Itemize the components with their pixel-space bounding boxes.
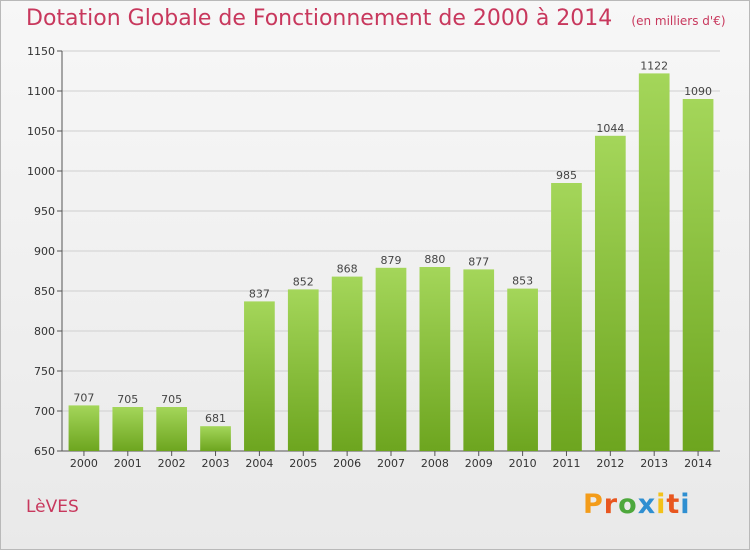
brand-letter: P (583, 489, 604, 520)
bar-2000 (68, 405, 100, 451)
y-tick-label: 1100 (27, 85, 55, 98)
data-label: 853 (512, 275, 533, 288)
data-label: 877 (468, 255, 489, 268)
x-tick-label: 2014 (684, 457, 712, 470)
brand-letter: i (656, 489, 667, 520)
data-label: 705 (117, 393, 138, 406)
brand-letter: x (637, 489, 657, 520)
brand-letter: i (680, 489, 691, 520)
data-label: 837 (249, 287, 270, 300)
y-tick-label: 900 (34, 245, 55, 258)
x-tick-label: 2007 (377, 457, 405, 470)
bars (68, 73, 714, 452)
bar-2001 (112, 407, 144, 451)
y-tick-label: 1050 (27, 125, 55, 138)
bar-2012 (594, 135, 626, 452)
x-tick-label: 2004 (245, 457, 273, 470)
proxiti-logo: Proxiti (583, 489, 691, 520)
data-label: 852 (293, 275, 314, 288)
bar-2005 (287, 289, 319, 451)
brand-letter: o (618, 489, 638, 520)
x-tick-label: 2005 (289, 457, 317, 470)
bar-2014 (682, 99, 714, 451)
bar-2009 (463, 269, 495, 451)
bar-2007 (375, 267, 407, 451)
data-label: 1044 (596, 122, 624, 135)
x-tick-label: 2011 (552, 457, 580, 470)
y-tick-label: 1000 (27, 165, 55, 178)
brand-letter: r (603, 489, 619, 520)
data-label: 705 (161, 393, 182, 406)
bar-2004 (244, 301, 275, 451)
data-label: 1122 (640, 59, 668, 72)
y-tick-label: 950 (34, 205, 55, 218)
data-label: 707 (73, 391, 94, 404)
bar-2013 (638, 73, 670, 452)
x-tick-label: 2008 (421, 457, 449, 470)
bar-2006 (331, 276, 363, 451)
bar-2010 (507, 288, 538, 451)
data-label: 1090 (684, 85, 712, 98)
brand-letter: t (666, 489, 681, 520)
x-tick-label: 2010 (509, 457, 537, 470)
y-tick-label: 650 (34, 445, 55, 458)
data-label: 879 (381, 254, 402, 267)
chart-subtitle: (en milliers d'€) (631, 14, 726, 28)
data-label: 681 (205, 412, 226, 425)
x-tick-label: 2009 (465, 457, 493, 470)
y-tick-label: 700 (34, 405, 55, 418)
x-tick-label: 2013 (640, 457, 668, 470)
bar-2003 (200, 426, 231, 451)
data-label: 985 (556, 169, 577, 182)
x-tick-label: 2006 (333, 457, 361, 470)
x-tick-label: 2000 (70, 457, 98, 470)
title-row: Dotation Globale de Fonctionnement de 20… (26, 6, 726, 31)
x-tick-label: 2012 (596, 457, 624, 470)
y-tick-label: 1150 (27, 45, 55, 58)
bar-2002 (156, 407, 188, 451)
data-labels: 707 705 705 681 837 852 868 879 880 877 853 985 1044… (73, 59, 712, 425)
x-tick-label: 2003 (202, 457, 230, 470)
y-tick-label: 800 (34, 325, 55, 338)
chart-title: Dotation Globale de Fonctionnement de 20… (26, 6, 613, 31)
bar-2011 (551, 183, 582, 451)
commune-name: LèVES (26, 497, 79, 517)
data-label: 868 (337, 263, 358, 276)
y-tick-label: 750 (34, 365, 55, 378)
y-tick-label: 850 (34, 285, 55, 298)
bar-2008 (419, 267, 451, 451)
x-tick-label: 2002 (158, 457, 186, 470)
x-tick-label: 2001 (114, 457, 142, 470)
data-label: 880 (424, 253, 445, 266)
